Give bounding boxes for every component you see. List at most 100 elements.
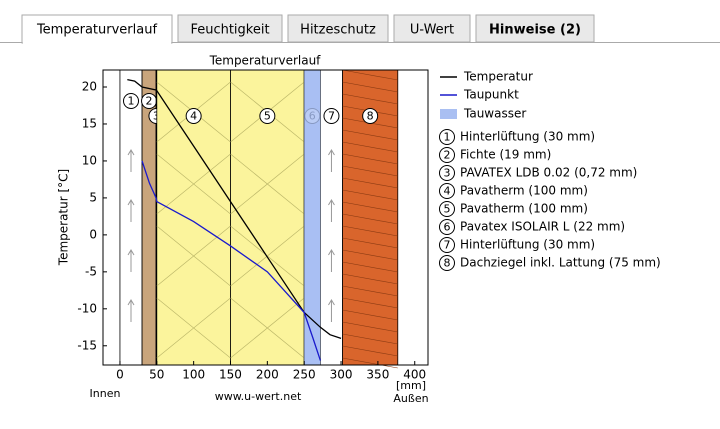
tile-line [342,297,398,309]
layer-number-circle [323,108,340,124]
condensate [304,70,321,365]
tab-label[interactable]: Hinweise (2) [489,23,581,38]
y-tick-label: 15 [82,116,97,130]
tab[interactable] [21,14,173,44]
legend-number: 1 [444,131,451,144]
legend-label: Hinterlüftung (30 mm) [460,238,595,252]
legend-label: Fichte (19 mm) [460,148,551,162]
airflow-arrow [328,299,335,322]
airflow-arrow [127,249,135,272]
series-line [141,160,322,361]
tile-line [342,201,398,213]
x-tick-label: 250 [293,368,316,382]
right-label: Außen [393,392,428,405]
y-tick-label: -5 [85,264,97,278]
x-tick-label: 150 [219,368,242,382]
tile-line [342,345,398,357]
airflow-arrow [127,149,135,172]
tab-label[interactable]: U-Wert [410,23,454,38]
tab[interactable] [475,14,595,43]
legend-label: PAVATEX LDB 0.02 (0,72 mm) [460,166,637,180]
insulation-pattern [156,225,231,287]
tab-label[interactable]: Temperaturverlauf [36,23,157,38]
legend-number: 8 [444,257,451,270]
legend-number-circle [439,237,455,253]
legend-number-circle [439,147,455,163]
legend-number-circle [439,183,455,199]
x-tick-label: 50 [149,368,164,382]
airflow-arrow [328,199,335,222]
layer-number: 8 [367,110,374,123]
source: www.u-wert.net [215,390,302,403]
tile-line [342,309,398,321]
legend-label: Pavatherm (100 mm) [460,184,588,198]
x-unit: [mm] [396,379,426,392]
layer-number-circle [185,108,202,124]
tile-line [342,81,398,93]
legend-number: 5 [444,203,451,216]
layer-number-circle [362,108,379,124]
tab-label[interactable]: Feuchtigkeit [190,23,269,38]
tile-line [342,261,398,273]
legend-number-circle [439,129,455,145]
airflow-arrow [127,199,135,222]
legend-number: 4 [444,185,451,198]
tile-line [342,93,398,105]
x-tick-label: 200 [256,368,279,382]
layer-number-circle [259,108,276,124]
tile-line [342,129,398,141]
layer-number: 2 [146,95,153,108]
tile-line [342,273,398,285]
y-axis-label: Temperatur [°C] [57,169,71,266]
tile-line [342,165,398,177]
x-tick-label: 0 [116,368,124,382]
legend-number: 7 [444,239,451,252]
x-tick-label: 300 [330,368,353,382]
legend-label: Dachziegel inkl. Lattung (75 mm) [460,256,661,270]
tile-line [342,141,398,153]
tile-line [342,357,398,369]
layer-number: 1 [128,95,135,108]
tab[interactable] [393,14,471,43]
legend-label: Temperatur [463,70,533,84]
legend-number-circle [439,201,455,217]
legend-swatch [440,109,457,119]
tile-line [342,333,398,345]
tab[interactable] [177,14,283,43]
y-tick-label: 0 [89,227,97,241]
tile-line [342,177,398,189]
tile-line [342,237,398,249]
tile-line [342,69,398,81]
x-tick-label: 350 [366,368,389,382]
tile-line [342,153,398,165]
insulation-pattern [156,153,231,215]
chart-title: Temperaturverlauf [209,54,322,68]
y-tick-label: -10 [77,301,97,315]
airflow-arrow [328,149,335,172]
layer-number: 5 [264,110,271,123]
legend-number-circle [439,255,455,271]
legend-label: Hinterlüftung (30 mm) [460,130,595,144]
layer-number: 7 [328,110,335,123]
tile-line [342,213,398,225]
plot-frame [102,69,429,366]
legend-number: 2 [444,149,451,162]
legend-label: Taupunkt [463,88,519,102]
tab-label[interactable]: Hitzeschutz [300,23,376,38]
insulation-pattern [230,153,305,215]
tab[interactable] [287,14,389,43]
legend-label: Pavatherm (100 mm) [460,202,588,216]
tile-line [342,225,398,237]
tile-line [342,321,398,333]
left-label: Innen [90,387,121,400]
series-line [127,78,342,339]
airflow-arrow [127,299,135,322]
legend-number-circle [439,219,455,235]
y-tick-label: -15 [77,338,97,352]
airflow-arrow [328,249,335,272]
x-tick-label: 400 [403,368,426,382]
y-tick-label: 20 [82,80,97,94]
y-tick-label: 10 [82,153,97,167]
